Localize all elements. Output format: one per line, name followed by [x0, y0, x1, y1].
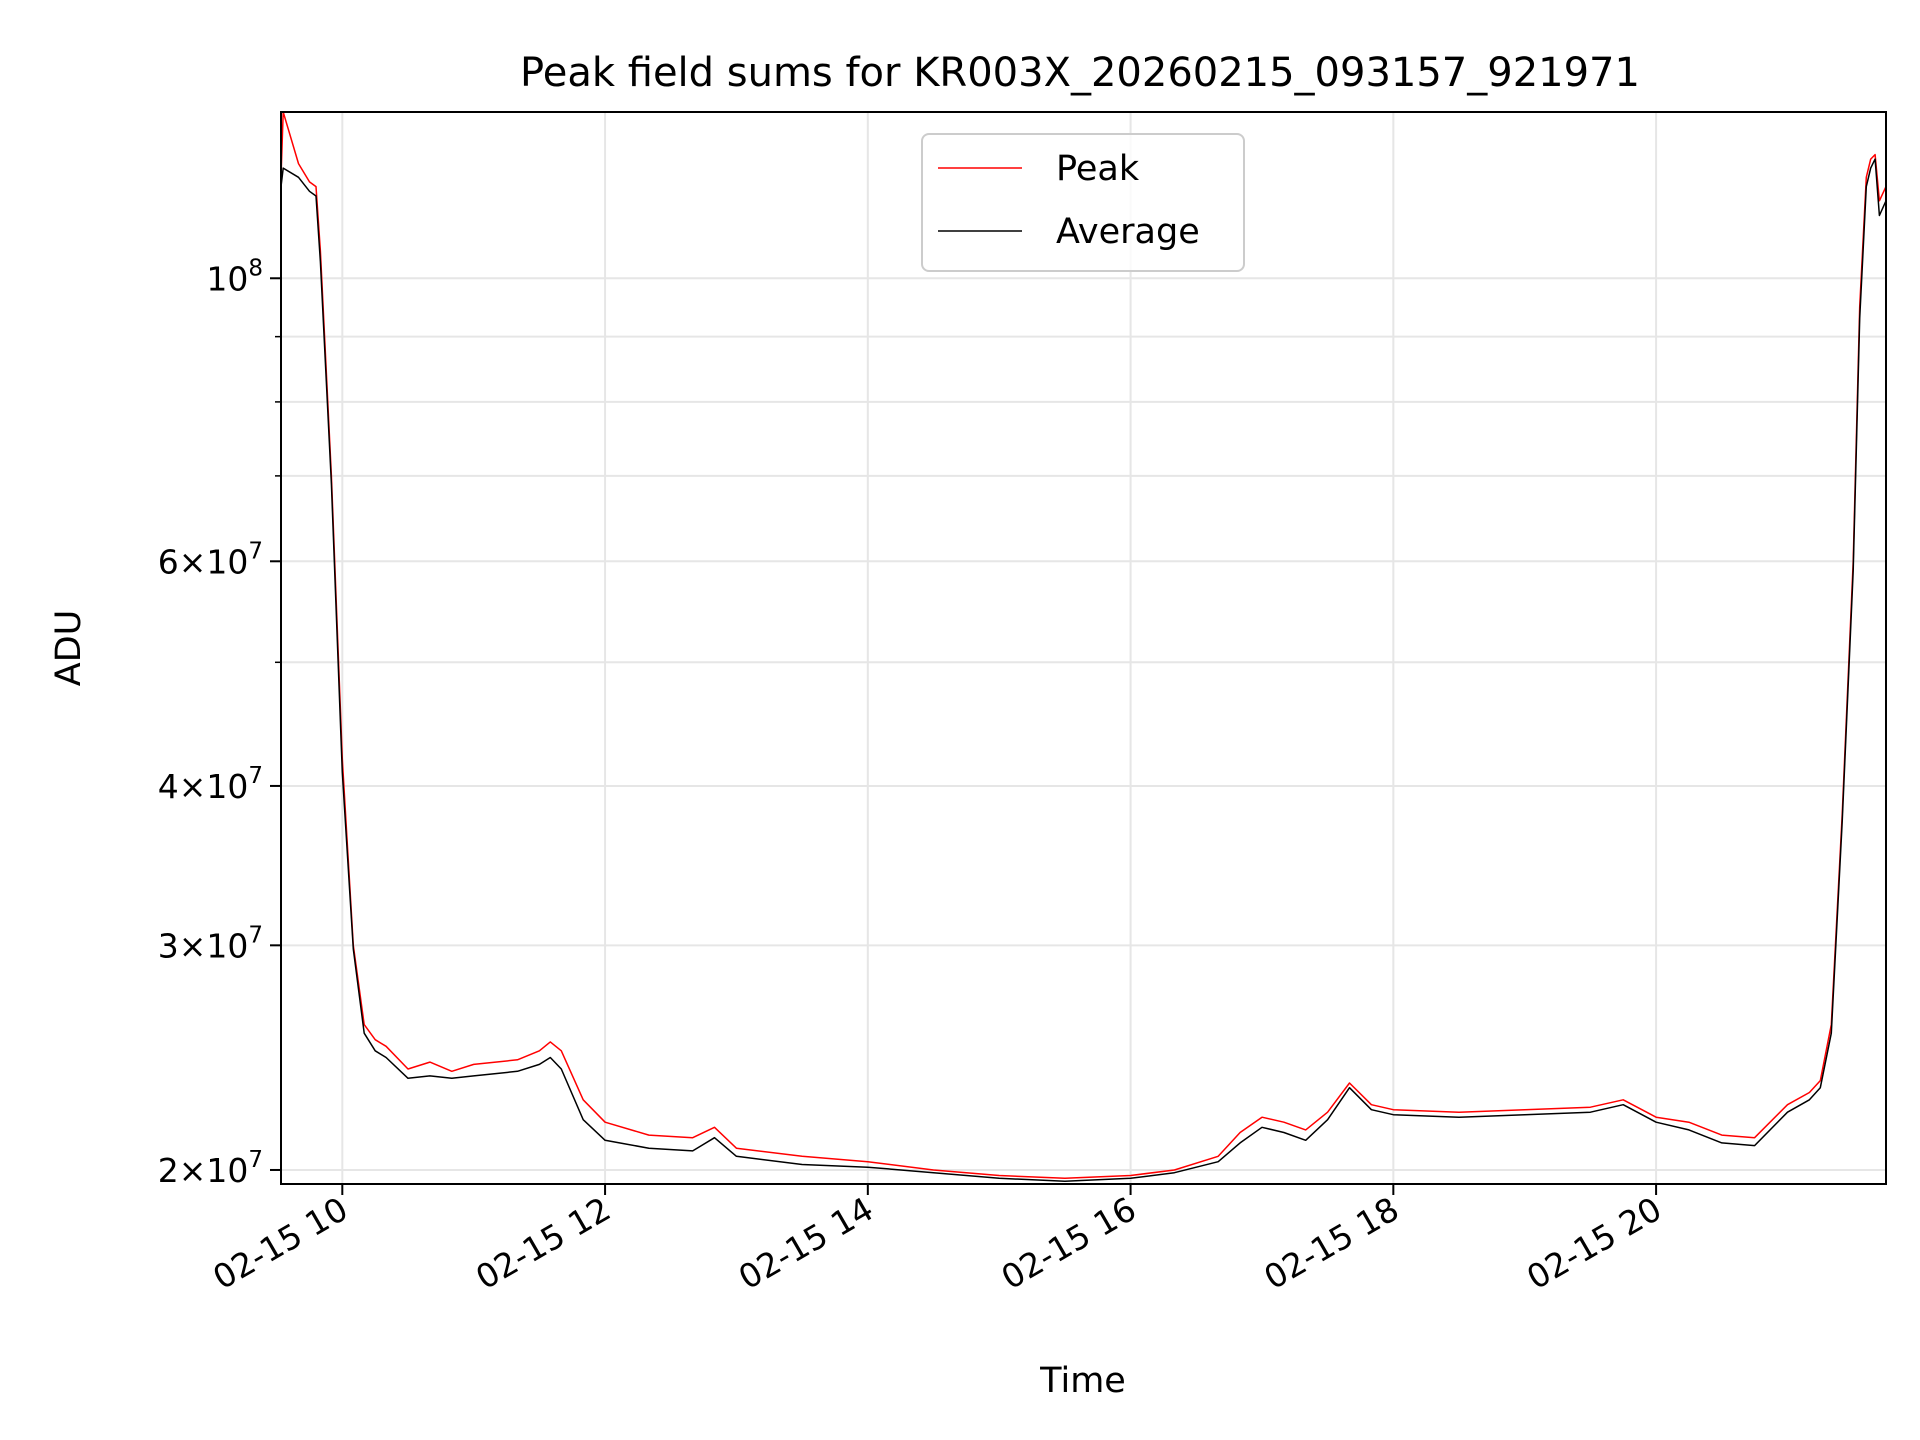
grid-lines [281, 112, 1886, 1184]
y-axis-label: ADU [49, 610, 89, 687]
y-tick-label: 2×107 [158, 1147, 263, 1190]
legend: Peak Average [921, 133, 1245, 272]
y-tick-label: 4×107 [158, 763, 263, 806]
legend-peak-label: Peak [1056, 149, 1140, 189]
y-tick-label: 3×107 [158, 922, 263, 965]
series-line-average [281, 158, 1886, 1182]
y-tick-label: 6×107 [158, 538, 263, 581]
series-layer [281, 112, 1886, 1182]
plot-frame [280, 111, 1887, 1185]
series-line-peak [281, 112, 1886, 1180]
legend-average-label: Average [1056, 212, 1200, 252]
chart-title: Peak field sums for KR003X_20260215_0931… [520, 50, 1640, 96]
x-axis-label: Time [1039, 1361, 1126, 1401]
